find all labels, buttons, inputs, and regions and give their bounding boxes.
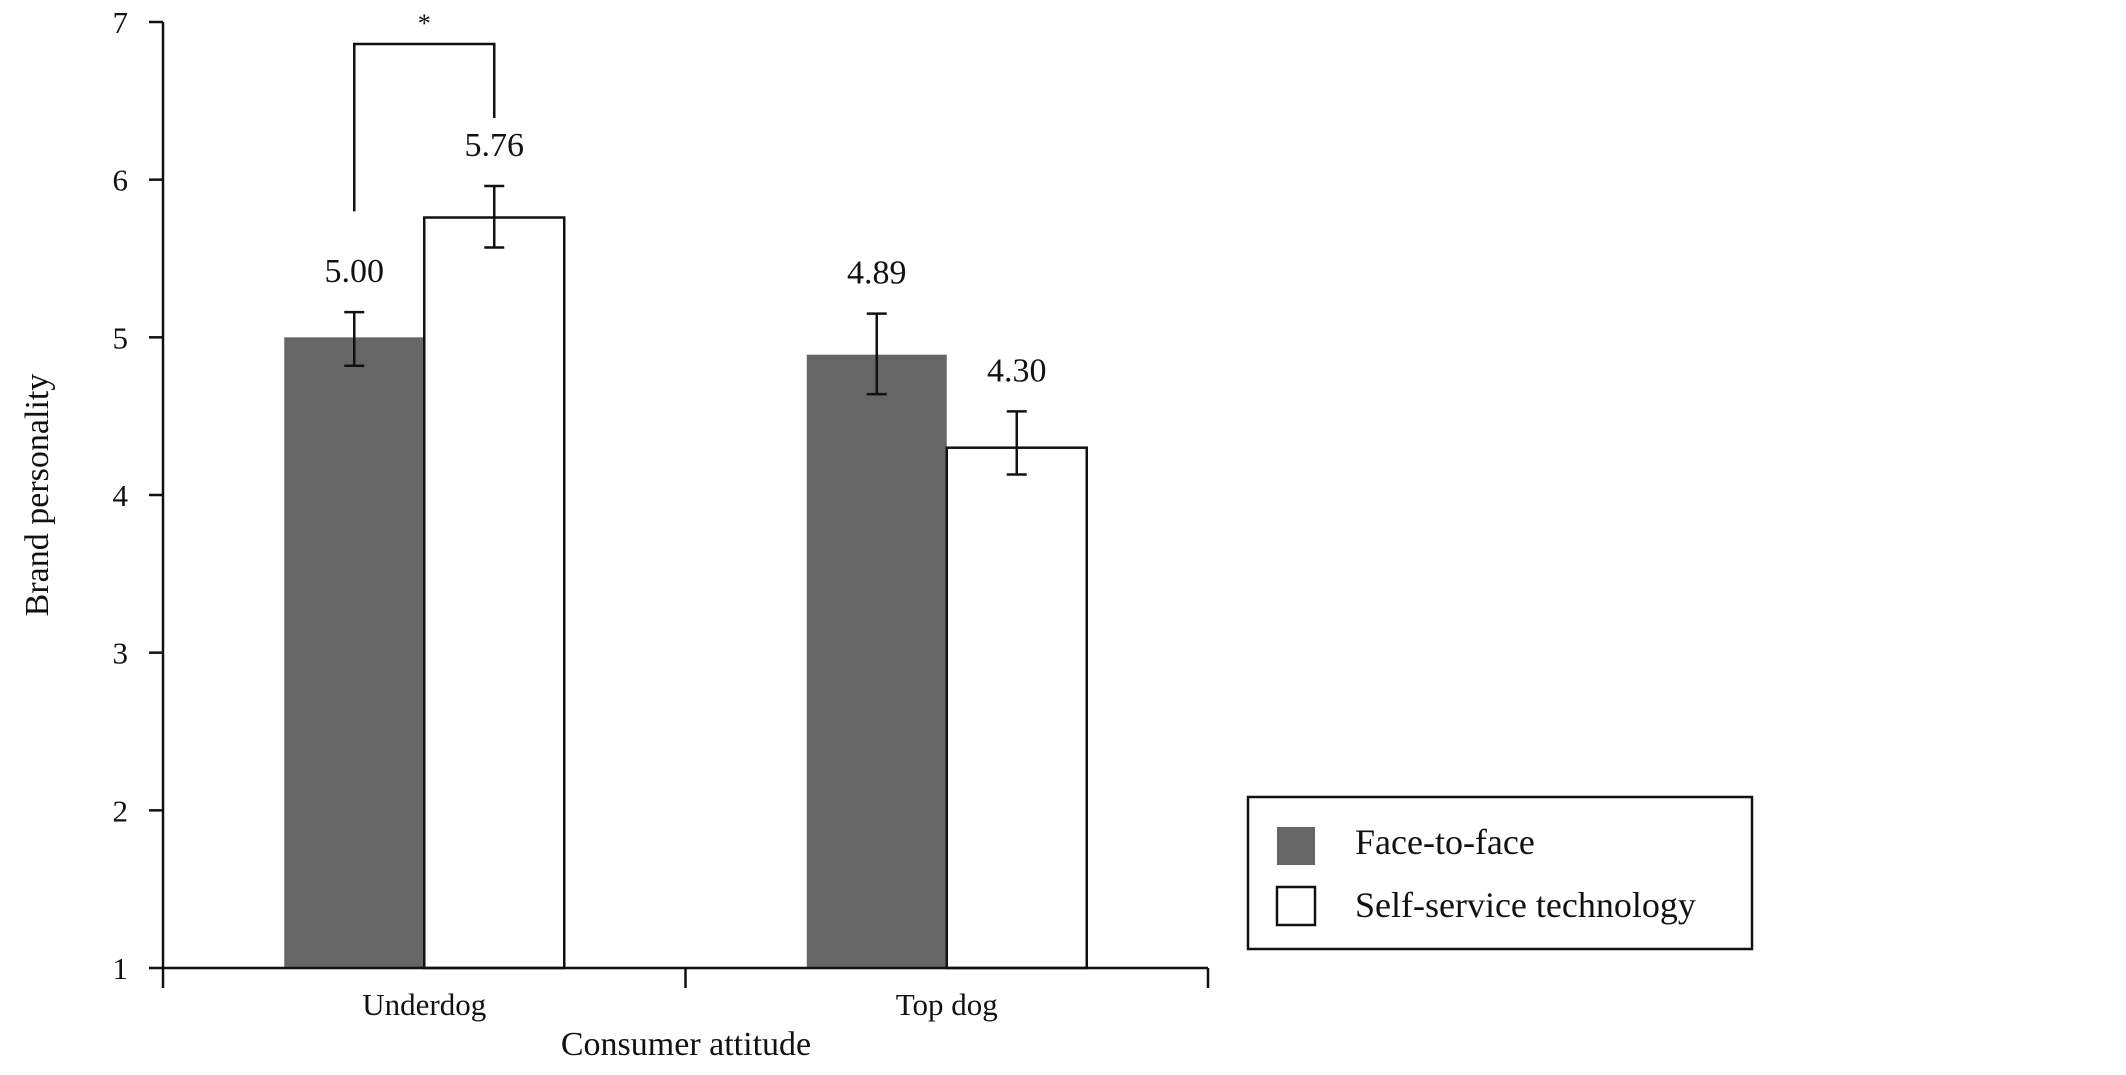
y-tick-label: 5 (113, 320, 129, 355)
significance-bracket (353, 42, 496, 212)
plot-area: 5.00 5.76 4.89 4.30 * (284, 9, 1088, 970)
legend-label-face-to-face: Face-to-face (1355, 822, 1535, 862)
y-axis-ticks: 1 2 3 4 5 6 7 (113, 5, 163, 986)
legend-swatch-self-service (1275, 885, 1317, 927)
data-label: 4.30 (987, 352, 1047, 389)
y-tick-label: 6 (113, 163, 129, 198)
legend-swatch-face-to-face (1277, 827, 1315, 865)
legend-box (1246, 795, 1754, 951)
data-label: 5.76 (465, 127, 525, 164)
x-axis-ticks: Underdog Top dog (161, 968, 1210, 1022)
legend-label-self-service: Self-service technology (1355, 885, 1696, 925)
significance-mark: * (418, 9, 431, 38)
data-label: 5.00 (325, 253, 385, 290)
y-tick-label: 7 (113, 5, 129, 40)
y-tick-label: 3 (113, 636, 129, 671)
x-tick-label: Top dog (896, 987, 998, 1022)
data-label: 4.89 (847, 255, 907, 292)
y-axis-title: Brand personality (19, 374, 56, 617)
bar (284, 337, 425, 968)
bar (806, 354, 947, 969)
y-tick-label: 2 (113, 793, 129, 828)
y-tick-label: 4 (113, 478, 129, 513)
bar (945, 446, 1088, 970)
y-tick-label: 1 (113, 951, 129, 986)
legend: Face-to-face Self-service technology (1246, 795, 1754, 951)
x-tick-label: Underdog (362, 987, 486, 1022)
bar (423, 216, 566, 970)
x-axis-title: Consumer attitude (561, 1026, 811, 1063)
